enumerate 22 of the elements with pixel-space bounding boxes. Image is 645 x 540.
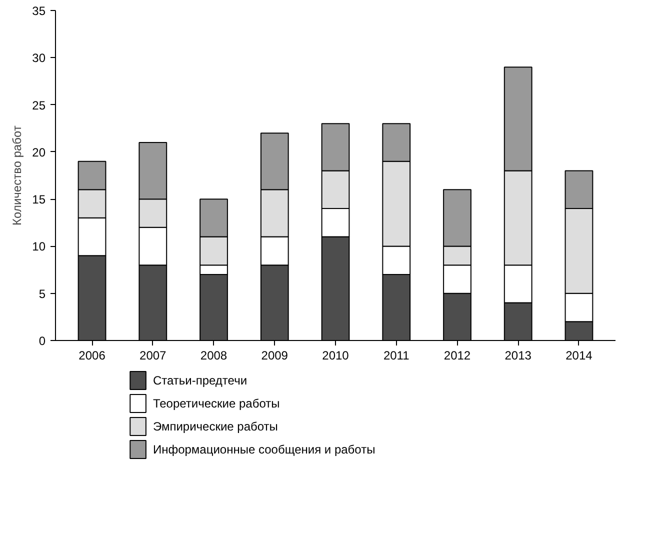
y-tick-label: 10 — [32, 240, 46, 254]
legend-label: Теоретические работы — [152, 396, 280, 410]
y-tick-label: 25 — [32, 98, 46, 112]
y-tick-label: 0 — [38, 334, 46, 348]
x-tick-label: 2009 — [261, 348, 288, 362]
x-tick-label: 2011 — [383, 348, 410, 362]
legend-label: Эмпирические работы — [152, 420, 278, 434]
y-tick-label: 5 — [38, 286, 46, 301]
x-tick-label: 2012 — [444, 348, 471, 362]
y-axis-title: Количество работ — [10, 125, 24, 226]
x-tick-label: 2008 — [200, 348, 228, 362]
x-tick-label: 2013 — [504, 348, 532, 362]
y-tick-label: 30 — [32, 51, 46, 66]
legend-label: Статьи-предтечи — [152, 374, 248, 388]
x-tick-label: 2006 — [78, 348, 106, 362]
x-tick-label: 2014 — [566, 348, 593, 362]
y-tick-label: 35 — [32, 4, 46, 18]
x-tick-label: 2010 — [322, 348, 350, 362]
y-tick-label: 15 — [32, 192, 46, 207]
y-tick-label: 20 — [32, 145, 46, 160]
legend-label: Информационные сообщения и работы — [152, 442, 376, 456]
x-tick-label: 2007 — [140, 348, 167, 362]
